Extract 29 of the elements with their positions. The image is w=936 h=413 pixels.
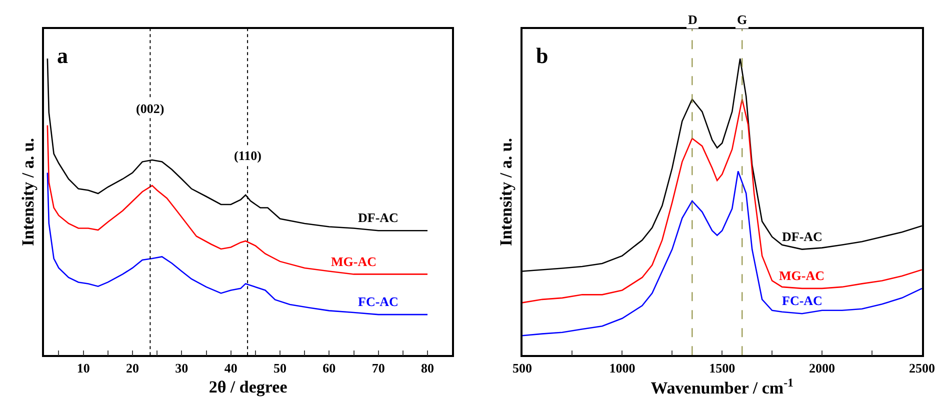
series-label: FC-AC [358, 294, 398, 309]
series-label: FC-AC [782, 293, 822, 308]
x-tick-label: 500 [512, 360, 532, 376]
x-tick-label: 1000 [609, 360, 636, 376]
series-label: DF-AC [782, 229, 822, 244]
x-tick-label: 80 [421, 360, 434, 376]
y-axis-title: Intensity / a. u. [496, 138, 516, 246]
ref-line-label: G [737, 12, 748, 27]
x-tick-label: 20 [126, 360, 139, 376]
chart-title: b [536, 43, 548, 68]
x-tick-label: 10 [76, 360, 90, 376]
series-label: DF-AC [358, 210, 398, 225]
x-tick-label: 1500 [709, 360, 736, 376]
chart-title: a [57, 43, 68, 68]
series-label: MG-AC [779, 268, 824, 283]
ref-line-label: D [688, 12, 698, 27]
x-tick-label: 2000 [809, 360, 836, 376]
series-label: MG-AC [331, 254, 376, 269]
x-axis-title: 2θ / degree [208, 377, 288, 396]
x-tick-label: 30 [175, 360, 188, 376]
x-tick-label: 50 [274, 360, 286, 376]
x-tick-label: 60 [322, 360, 336, 376]
annotation: (110) [234, 148, 262, 163]
annotation: (002) [136, 101, 164, 116]
x-tick-label: 2500 [908, 360, 935, 376]
x-axis-title: Wavenumber / cm$^{-1}$ [650, 376, 794, 398]
y-axis-title: Intensity / a. u. [18, 138, 38, 246]
x-tick-label: 40 [224, 360, 238, 376]
x-tick-label: 70 [372, 360, 385, 376]
